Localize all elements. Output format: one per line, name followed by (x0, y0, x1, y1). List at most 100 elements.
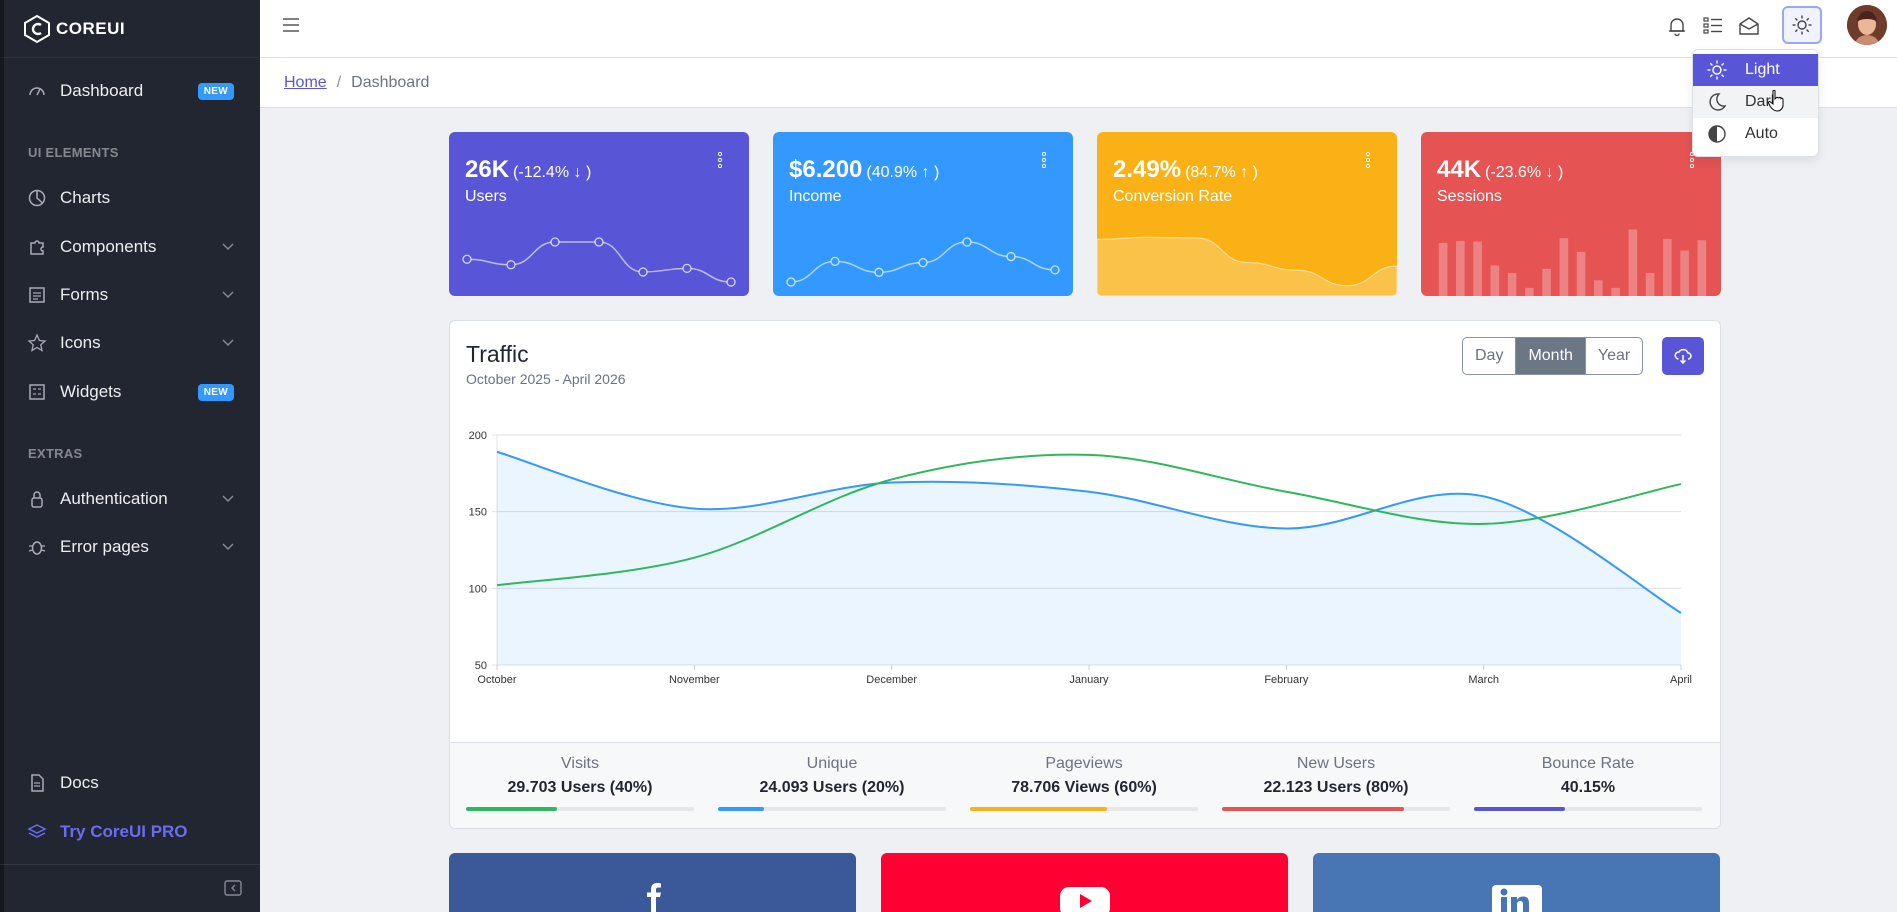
widget-value: 2.49% (1113, 156, 1182, 183)
hamburger-menu-icon[interactable] (282, 17, 300, 33)
sidebar-item-docs[interactable]: Docs (0, 761, 260, 805)
stat-new-users: New Users 22.123 Users (80%) (1222, 755, 1450, 811)
range-day-button[interactable]: Day (1463, 338, 1517, 374)
sidebar-item-charts[interactable]: Charts (0, 176, 260, 220)
coreui-logo-icon (22, 14, 52, 44)
new-badge: NEW (197, 82, 234, 100)
chevron-down-icon (222, 495, 234, 503)
widget-label: Conversion Rate (1113, 188, 1233, 205)
chevron-down-icon (222, 291, 234, 299)
contrast-icon (1707, 124, 1729, 144)
sidebar-item-forms[interactable]: Forms (0, 273, 260, 317)
theme-toggle-button[interactable] (1782, 6, 1822, 44)
bar (1628, 229, 1638, 296)
sparkline-point (786, 277, 796, 287)
bar (1559, 238, 1569, 296)
sun-icon (1792, 15, 1812, 35)
mouse-pointer-icon (1768, 90, 1786, 112)
more-options-icon[interactable] (1041, 152, 1047, 168)
envelope-open-icon[interactable] (1737, 14, 1761, 38)
sidebar-item-label: Try CoreUI PRO (60, 822, 188, 841)
stat-bounce-rate: Bounce Rate 40.15% (1474, 755, 1702, 811)
stat-unique: Unique 24.093 Users (20%) (718, 755, 946, 811)
y-tick-label: 100 (469, 583, 487, 595)
sidebar-item-label: Charts (60, 188, 111, 207)
breadcrumb-home-link[interactable]: Home (284, 73, 327, 91)
sidebar-item-error-pages[interactable]: Error pages (0, 525, 260, 569)
widget-change: (40.9% ↑ ) (866, 164, 940, 181)
sidebar-item-label: Widgets (60, 382, 122, 401)
progress-fill (970, 807, 1107, 811)
sidebar-item-dashboard[interactable]: Dashboard NEW (0, 69, 260, 113)
bar (1438, 242, 1448, 296)
calculator-icon (26, 381, 48, 403)
lock-icon (26, 488, 48, 510)
brand[interactable]: COREUI (0, 0, 260, 58)
bell-icon[interactable] (1665, 14, 1689, 38)
bar (1680, 250, 1689, 296)
traffic-stats: Visits 29.703 Users (40%) Unique 24.093 … (450, 742, 1720, 828)
theme-option-light[interactable]: Light (1693, 54, 1818, 86)
x-tick-label: December (866, 674, 917, 686)
sparkline-point (638, 267, 648, 277)
sidebar-item-try-pro[interactable]: Try CoreUI PRO (0, 810, 260, 854)
more-options-icon[interactable] (1365, 152, 1371, 168)
sidebar-item-label: Dashboard (60, 81, 144, 100)
range-month-button[interactable]: Month (1516, 338, 1586, 374)
range-toggle-group: Day Month Year (1462, 337, 1644, 375)
task-list-icon[interactable] (1701, 14, 1725, 38)
progress-fill (466, 807, 558, 811)
bar (1507, 272, 1517, 296)
sidebar-item-widgets[interactable]: Widgets NEW (0, 370, 260, 414)
bar (1645, 272, 1655, 296)
more-options-icon[interactable] (717, 152, 723, 168)
sidebar-item-label: Icons (60, 333, 101, 352)
linkedin-icon (1491, 883, 1542, 912)
stat-value: 22.123 Users (80%) (1263, 779, 1409, 796)
speedometer-icon (26, 80, 48, 102)
breadcrumb: Home / Dashboard (260, 58, 1897, 108)
sparkline-line (466, 241, 732, 283)
sparkline-point (1006, 251, 1016, 262)
sparkline-point (462, 254, 472, 264)
sparkline-point (962, 237, 972, 247)
theme-option-auto[interactable]: Auto (1693, 118, 1818, 150)
range-year-button[interactable]: Year (1597, 347, 1631, 364)
bar (1663, 238, 1672, 296)
download-button[interactable] (1662, 337, 1704, 375)
sparkline-point (682, 263, 692, 274)
progress-bar (1474, 807, 1702, 811)
widget-sparkline (462, 237, 736, 287)
sidebar-item-authentication[interactable]: Authentication (0, 477, 260, 521)
sidebar-toggler[interactable] (0, 864, 260, 912)
sun-icon (1707, 60, 1729, 80)
sparkline-point (594, 237, 604, 247)
chevron-down-icon (222, 543, 234, 551)
stat-label: Bounce Rate (1541, 755, 1635, 772)
sidebar-item-components[interactable]: Components (0, 225, 260, 269)
widget-change: (-12.4% ↓ ) (513, 164, 592, 181)
theme-option-dark[interactable]: Dark (1693, 86, 1818, 118)
star-icon (26, 332, 48, 354)
bar (1594, 280, 1603, 296)
youtube-icon (1059, 883, 1110, 912)
sidebar-item-icons[interactable]: Icons (0, 321, 260, 365)
stat-value: 24.093 Users (20%) (759, 779, 905, 796)
y-tick-label: 50 (475, 660, 487, 672)
stat-label: New Users (1296, 755, 1376, 772)
chevron-down-icon (222, 339, 234, 347)
sidebar: COREUI Dashboard NEW UI ELEMENTS Charts … (0, 0, 260, 912)
traffic-card: Traffic October 2025 - April 2026 Day Mo… (449, 320, 1721, 829)
puzzle-icon (26, 236, 48, 258)
theme-dropdown-menu: Light Dark Auto (1692, 49, 1819, 157)
bar (1456, 240, 1465, 296)
stat-label: Unique (806, 755, 858, 772)
sidebar-item-label: Components (60, 237, 157, 256)
bar (1542, 268, 1551, 296)
avatar[interactable] (1847, 5, 1887, 45)
sidebar-item-label: Forms (60, 285, 109, 304)
progress-bar (718, 807, 946, 811)
widget-area-chart (1097, 236, 1397, 296)
widget-users: 26K (-12.4% ↓ ) Users (449, 132, 749, 296)
x-tick-label: February (1264, 674, 1309, 686)
